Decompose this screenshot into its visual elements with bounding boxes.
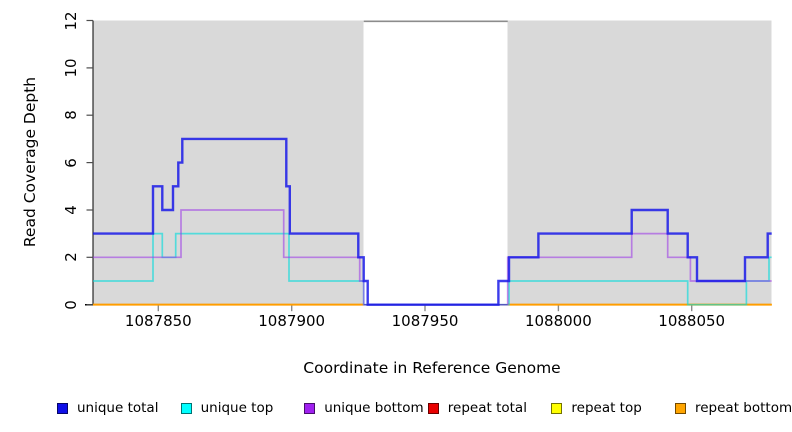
- x-axis-label: Coordinate in Reference Genome: [303, 359, 561, 377]
- y-tick-label: 4: [62, 205, 80, 215]
- x-tick-label: 1087900: [258, 312, 326, 330]
- y-tick-label: 8: [62, 110, 80, 120]
- background-band: [507, 20, 772, 305]
- y-axis-label: Read Coverage Depth: [21, 76, 39, 248]
- y-tick-label: 2: [62, 252, 80, 263]
- x-tick-label: 1088000: [524, 312, 592, 330]
- series-unique-total: [93, 137, 772, 306]
- y-tick-label: 0: [62, 299, 80, 310]
- x-tick-label: 1087950: [391, 312, 459, 330]
- background-band: [93, 20, 364, 305]
- y-tick-label: 12: [62, 10, 80, 31]
- x-tick-label: 1088050: [658, 312, 726, 330]
- y-tick-label: 6: [62, 157, 80, 168]
- x-tick-label: 1087850: [124, 312, 192, 330]
- y-tick-label: 10: [62, 58, 80, 78]
